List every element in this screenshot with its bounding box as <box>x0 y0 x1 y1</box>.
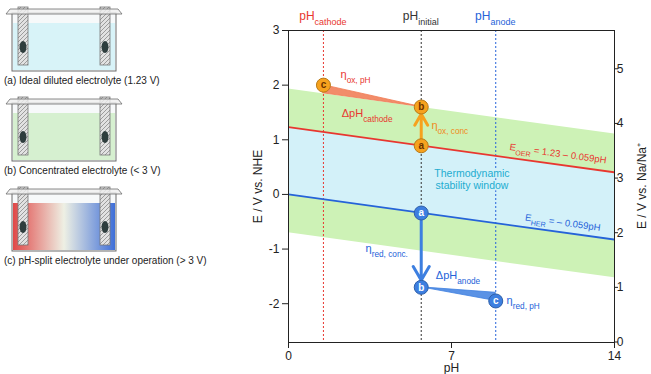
svg-text:ηred, pH: ηred, pH <box>507 294 540 311</box>
svg-text:(c) pH-split electrolyte under: (c) pH-split electrolyte under operation… <box>4 255 207 266</box>
svg-text:pH: pH <box>444 361 459 374</box>
svg-text:-1: -1 <box>269 242 280 256</box>
svg-text:c: c <box>493 295 499 306</box>
svg-text:1: 1 <box>273 133 280 147</box>
svg-text:3: 3 <box>617 171 624 185</box>
svg-text:14: 14 <box>608 349 622 363</box>
svg-text:pHcathode: pHcathode <box>299 9 346 27</box>
svg-text:ΔpHanode: ΔpHanode <box>436 269 481 286</box>
svg-text:a: a <box>418 140 424 151</box>
svg-text:EOER = 1.23 – 0.059pH: EOER = 1.23 – 0.059pH <box>509 141 608 169</box>
svg-text:-2: -2 <box>269 297 280 311</box>
svg-text:stability window: stability window <box>435 179 508 191</box>
svg-text:b: b <box>418 282 424 293</box>
svg-text:b: b <box>418 101 424 112</box>
svg-text:E / V vs. Na/Na⁺: E / V vs. Na/Na⁺ <box>635 143 649 229</box>
svg-text:ΔpHcathode: ΔpHcathode <box>342 107 393 124</box>
svg-text:ηox, conc: ηox, conc <box>431 119 468 136</box>
svg-text:2: 2 <box>273 78 280 92</box>
svg-text:c: c <box>321 79 327 90</box>
svg-text:ηox, pH: ηox, pH <box>341 68 371 85</box>
svg-text:0: 0 <box>617 335 624 349</box>
svg-text:4: 4 <box>617 116 624 130</box>
svg-text:3: 3 <box>273 23 280 37</box>
svg-text:E / V vs. NHE: E / V vs. NHE <box>251 150 265 223</box>
svg-text:5: 5 <box>617 62 624 76</box>
svg-text:a: a <box>418 207 424 218</box>
svg-text:2: 2 <box>617 226 624 240</box>
svg-text:pHanode: pHanode <box>475 9 515 27</box>
svg-text:7: 7 <box>448 349 455 363</box>
svg-text:(a) Ideal diluted electrolyte: (a) Ideal diluted electrolyte (1.23 V) <box>4 75 160 86</box>
svg-text:0: 0 <box>285 349 292 363</box>
svg-text:0: 0 <box>273 187 280 201</box>
svg-text:(b) Concentrated electrolyte (: (b) Concentrated electrolyte (< 3 V) <box>4 165 160 176</box>
svg-text:1: 1 <box>617 280 624 294</box>
svg-text:Thermodynamic: Thermodynamic <box>434 167 509 179</box>
svg-text:pHinitial: pHinitial <box>403 9 439 27</box>
svg-text:ηred, conc.: ηred, conc. <box>366 242 408 258</box>
svg-text:EHER = – 0.059pH: EHER = – 0.059pH <box>524 212 602 237</box>
